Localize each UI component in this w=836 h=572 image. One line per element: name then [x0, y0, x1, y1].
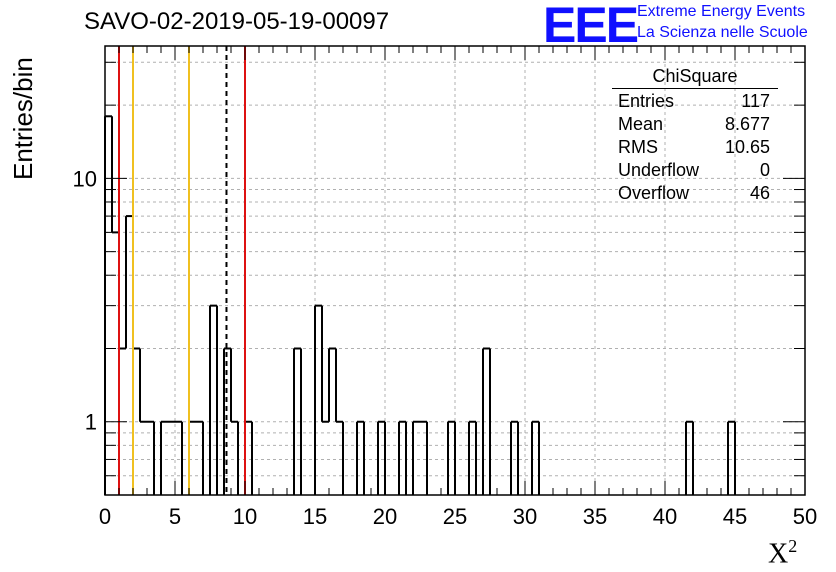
x-tick-label: 50	[793, 504, 817, 529]
stats-label: RMS	[618, 137, 658, 157]
eee-logo: EEE	[543, 0, 639, 53]
x-tick-label: 30	[513, 504, 537, 529]
stats-label: Underflow	[618, 160, 700, 180]
x-axis-label: X2	[768, 536, 798, 570]
stats-row-overflow: Overflow 46	[612, 182, 778, 205]
x-tick-label: 35	[583, 504, 607, 529]
x-tick-label: 20	[373, 504, 397, 529]
chart-title: SAVO-02-2019-05-19-00097	[84, 8, 390, 35]
x-tick-label: 10	[233, 504, 257, 529]
logo-subtitle-line1: Extreme Energy Events	[637, 3, 806, 20]
plot-frame	[104, 45, 806, 496]
x-tick-labels: 0 5 10 15 20 25 30 35 40 45 50	[99, 504, 817, 529]
stats-value: 10.65	[724, 137, 770, 157]
reference-lines	[118, 46, 246, 495]
stats-row-entries: Entries 117	[612, 90, 778, 113]
stats-row-mean: Mean 8.677	[612, 113, 778, 136]
x-tick-label: 25	[443, 504, 467, 529]
stats-label: Overflow	[618, 183, 690, 203]
x-tick-label: 15	[303, 504, 327, 529]
y-tick-labels: 1 10	[73, 166, 97, 434]
stats-value: 0	[759, 160, 770, 180]
stats-title: ChiSquare	[612, 66, 778, 89]
stats-row-rms: RMS 10.65	[612, 136, 778, 159]
stats-value: 46	[749, 183, 770, 203]
y-axis-label: Entries/bin	[8, 57, 38, 180]
stats-row-underflow: Underflow 0	[612, 159, 778, 182]
stats-value: 117	[741, 91, 770, 111]
stats-label: Entries	[618, 91, 675, 111]
stats-box: ChiSquare Entries 117 Mean 8.677 RMS 10.65 Und…	[612, 66, 778, 205]
x-tick-label: 40	[653, 504, 677, 529]
logo-subtitle-line2: La Scienza nelle Scuole	[637, 24, 808, 41]
x-tick-label: 45	[723, 504, 747, 529]
x-tick-label: 5	[169, 504, 181, 529]
y-tick-label: 1	[85, 410, 97, 435]
stats-label: Mean	[618, 114, 664, 134]
y-tick-label: 10	[73, 166, 97, 191]
stats-value: 8.677	[724, 114, 770, 134]
x-tick-label: 0	[99, 504, 111, 529]
